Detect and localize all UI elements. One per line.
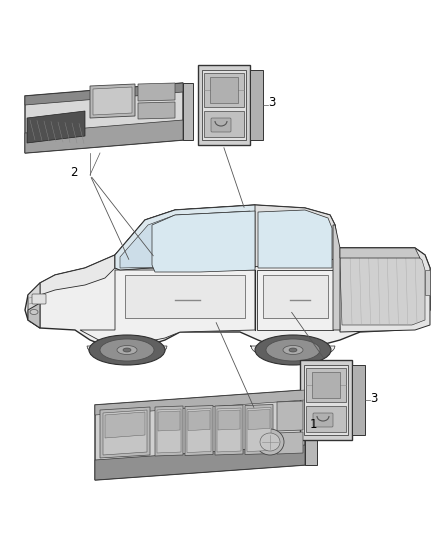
Polygon shape xyxy=(257,270,333,330)
Polygon shape xyxy=(80,270,255,346)
Polygon shape xyxy=(306,406,346,432)
Polygon shape xyxy=(95,390,305,415)
Polygon shape xyxy=(95,390,305,480)
Ellipse shape xyxy=(256,429,284,455)
Polygon shape xyxy=(152,211,255,272)
Polygon shape xyxy=(217,408,241,452)
Polygon shape xyxy=(304,365,348,435)
Polygon shape xyxy=(305,390,317,465)
Polygon shape xyxy=(103,410,147,455)
Ellipse shape xyxy=(89,335,165,365)
Text: 3: 3 xyxy=(370,392,378,405)
Polygon shape xyxy=(312,372,340,398)
Polygon shape xyxy=(204,111,244,137)
Polygon shape xyxy=(277,401,303,431)
Polygon shape xyxy=(202,70,246,140)
Polygon shape xyxy=(25,83,183,105)
Polygon shape xyxy=(120,211,250,268)
Ellipse shape xyxy=(255,335,331,365)
Polygon shape xyxy=(300,360,352,440)
Polygon shape xyxy=(95,445,305,480)
Polygon shape xyxy=(340,248,420,258)
Ellipse shape xyxy=(117,345,137,354)
Polygon shape xyxy=(250,70,263,140)
Polygon shape xyxy=(25,120,183,153)
FancyBboxPatch shape xyxy=(32,294,46,304)
Polygon shape xyxy=(258,210,332,268)
Ellipse shape xyxy=(30,310,38,314)
Polygon shape xyxy=(25,205,430,348)
Polygon shape xyxy=(218,410,240,430)
Text: 2: 2 xyxy=(70,166,78,179)
Polygon shape xyxy=(138,102,175,119)
Polygon shape xyxy=(187,408,211,453)
Polygon shape xyxy=(338,248,430,332)
Polygon shape xyxy=(340,252,425,325)
FancyBboxPatch shape xyxy=(313,413,333,427)
Polygon shape xyxy=(25,83,183,153)
Polygon shape xyxy=(185,406,213,456)
Polygon shape xyxy=(277,432,303,454)
Polygon shape xyxy=(250,346,335,360)
Text: 3: 3 xyxy=(268,96,276,109)
Polygon shape xyxy=(105,412,145,438)
Polygon shape xyxy=(100,407,150,458)
Polygon shape xyxy=(138,83,175,101)
Polygon shape xyxy=(248,409,270,430)
FancyBboxPatch shape xyxy=(425,270,430,295)
Polygon shape xyxy=(245,405,273,455)
Polygon shape xyxy=(198,65,250,145)
Polygon shape xyxy=(90,84,135,118)
Polygon shape xyxy=(352,365,365,435)
Text: 1: 1 xyxy=(310,418,318,432)
Polygon shape xyxy=(215,405,243,455)
Ellipse shape xyxy=(266,339,320,361)
Polygon shape xyxy=(115,205,255,270)
Polygon shape xyxy=(28,303,40,328)
Polygon shape xyxy=(115,205,338,270)
Ellipse shape xyxy=(289,348,297,352)
Polygon shape xyxy=(306,368,346,402)
Polygon shape xyxy=(93,87,132,115)
Polygon shape xyxy=(28,283,40,328)
Polygon shape xyxy=(263,275,328,318)
Polygon shape xyxy=(188,410,210,431)
Polygon shape xyxy=(87,346,167,360)
Ellipse shape xyxy=(260,433,280,451)
Ellipse shape xyxy=(283,345,303,354)
FancyBboxPatch shape xyxy=(211,118,231,132)
Ellipse shape xyxy=(123,348,131,352)
Ellipse shape xyxy=(100,339,154,361)
Polygon shape xyxy=(125,275,245,318)
Polygon shape xyxy=(247,408,271,451)
Polygon shape xyxy=(40,255,115,295)
Polygon shape xyxy=(157,409,181,453)
Polygon shape xyxy=(210,77,238,103)
Polygon shape xyxy=(158,411,180,431)
Polygon shape xyxy=(183,83,193,140)
Polygon shape xyxy=(27,111,85,143)
Polygon shape xyxy=(333,225,340,330)
Polygon shape xyxy=(155,406,183,456)
Polygon shape xyxy=(204,73,244,107)
